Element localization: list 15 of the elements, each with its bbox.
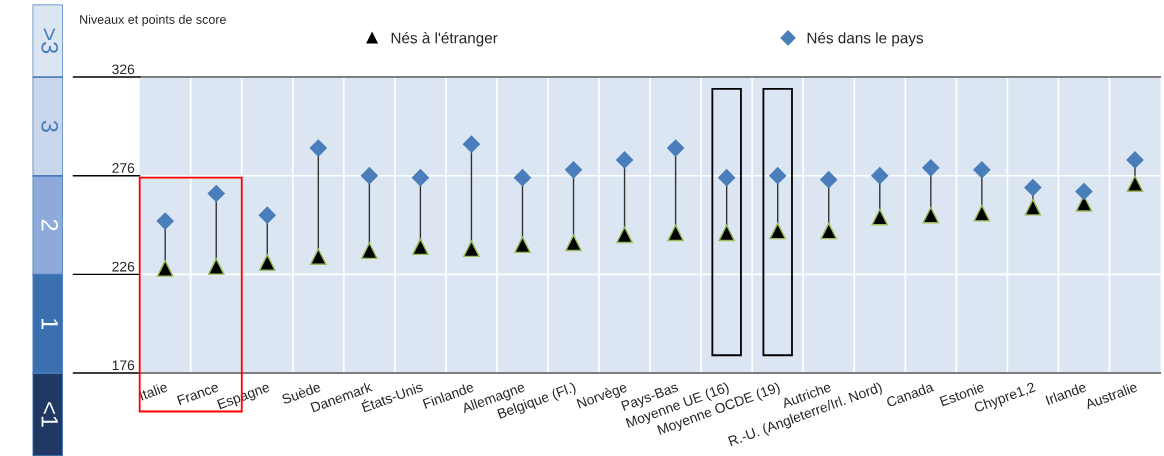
text: 1 <box>41 318 58 330</box>
x-tick-label: Italie <box>138 381 169 401</box>
y-tick-label: 276 <box>112 163 135 173</box>
legend-label: Nés à l'étranger <box>391 31 498 47</box>
x-tick-label: Canada <box>885 381 935 408</box>
y-tick-label: 176 <box>112 360 135 371</box>
y-axis-title: Niveaux et points de score <box>80 14 226 27</box>
text: 3 <box>41 120 59 132</box>
y-tick-label: 326 <box>112 64 135 75</box>
y-tick-label: 226 <box>112 261 135 272</box>
legend-label: Nés dans le pays <box>807 31 924 47</box>
text: >3 <box>41 28 59 54</box>
text: 2 <box>41 219 59 231</box>
text: <1 <box>41 402 58 427</box>
x-tick-label: Irlande <box>1045 381 1087 406</box>
